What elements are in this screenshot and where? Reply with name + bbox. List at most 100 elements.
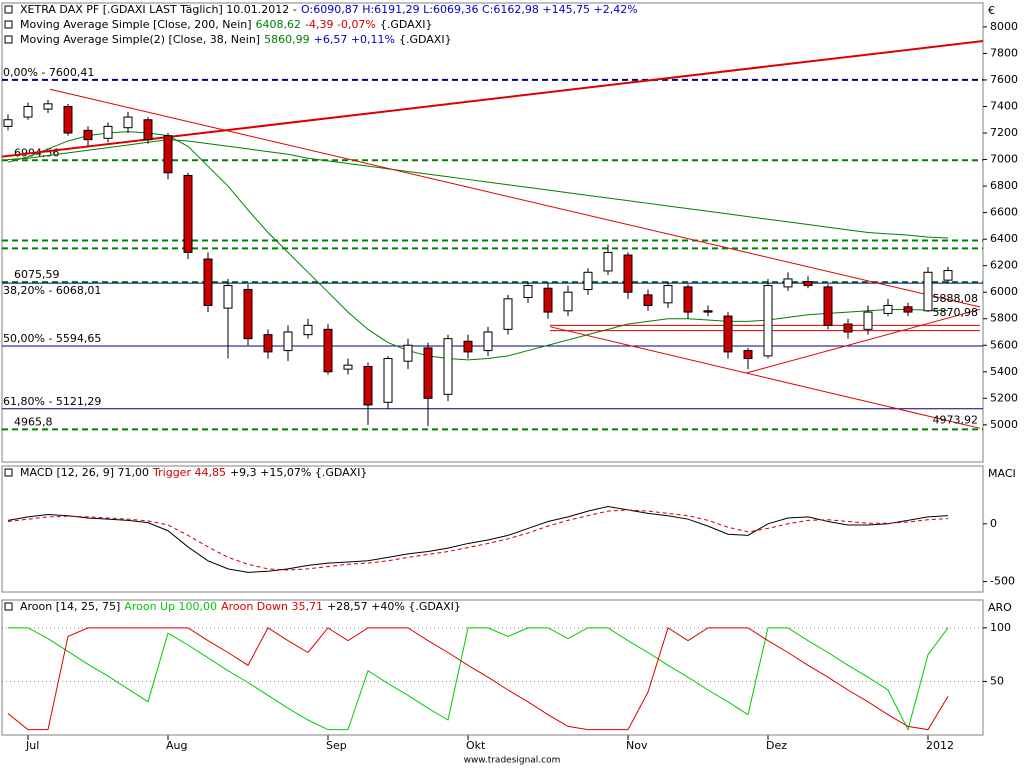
series-line [7,509,949,571]
candle-body [243,289,253,340]
axis-label: ARO [988,601,1012,614]
header-icon [4,5,13,14]
header-values: O:6090,87 H:6191,29 L:6069,36 C:6162,98 … [301,3,638,16]
y-tick-label: 5600 [990,338,1018,351]
y-tick-label: 8000 [990,20,1018,33]
candle-body [703,310,713,313]
legend-change: -4,39 -0,07% [305,18,376,31]
header: MACD [12, 26, 9] 71,00 Trigger 44,85 +9,3 … [20,466,367,479]
x-tick-label: Nov [626,739,648,752]
candle-body [903,306,913,313]
level-label: 0,00% - 7600,41 [3,66,94,79]
candle-body [383,358,393,403]
candle-body [623,254,633,293]
candle-body [923,271,933,312]
candle-body [163,135,173,174]
header: Aroon [14, 25, 75] Aroon Up 100,00 Aroon D… [20,600,461,613]
trendline-label: 5870,98 [933,306,979,319]
candle-body [823,286,833,326]
y-tick-label: 7800 [990,46,1018,59]
trendline [549,326,981,429]
level-label: 4965,8 [14,415,53,428]
candle-body [83,129,93,141]
candle-body [203,258,213,306]
candle-body [263,334,273,353]
header-suffix: +28,57 +40% {.GDAXI} [327,600,461,613]
candle-body [583,271,593,291]
candle-body [423,347,433,399]
trendline [745,308,981,374]
candle-body [783,278,793,288]
candle-body [103,125,113,139]
candle-body [3,119,13,127]
candle-body [343,364,353,370]
trendline-label: 5888,08 [933,292,979,305]
legend-suffix: {.GDAXI} [399,33,452,46]
candle-body [883,304,893,314]
candle-body [743,350,753,360]
candle-body [443,338,453,395]
legend-value: 6408,62 [256,18,302,31]
candle-body [643,294,653,306]
panel-frame [1,2,984,463]
header: Moving Average Simple(2) [Close, 38, Nei… [20,33,452,46]
x-tick-label: Okt [466,739,486,752]
legend-name: Moving Average Simple(2) [Close, 38, Nei… [20,33,260,46]
level-label: 6075,59 [14,268,60,281]
candle-body [363,365,373,406]
header-icon [4,35,13,44]
y-tick-label: 50 [990,674,1004,687]
trendline [49,88,981,308]
panel-frame [1,465,984,593]
candle-body [603,251,613,272]
candle-body [723,315,733,353]
y-tick-label: 0 [990,517,997,530]
series-line [8,627,949,732]
legend-name: Trigger 44,85 [152,466,226,479]
header-suffix: +9,3 +15,07% {.GDAXI} [230,466,367,479]
header: XETRA DAX PF [.GDAXI LAST Täglich] 10.01… [20,3,638,16]
y-tick-label: 6200 [990,259,1018,272]
y-tick-label: 7000 [990,153,1018,166]
legend-name: Moving Average Simple [Close, 200, Nein] [20,18,252,31]
candle-body [503,298,513,330]
footer: www.tradesignal.com [464,756,561,766]
y-tick-label: -500 [990,575,1015,588]
y-tick-label: 6400 [990,232,1018,245]
series-line [7,627,949,731]
panel-frame [1,599,984,736]
y-tick-label: 5400 [990,365,1018,378]
header: Moving Average Simple [Close, 200, Nein]… [20,18,433,31]
header-title: MACD [12, 26, 9] 71,00 [20,466,149,479]
candle-body [403,344,413,362]
legend-change: +6,57 +0,11% [314,33,395,46]
legend-name: Aroon Up 100,00 [124,600,217,613]
y-tick-label: 5200 [990,391,1018,404]
candle-body [463,340,473,353]
candle-body [43,103,53,110]
candle-body [483,331,493,352]
candle-body [523,285,533,299]
candle-body [843,323,853,333]
y-tick-label: 6800 [990,179,1018,192]
x-tick-label: Jul [25,739,39,752]
legend-suffix: {.GDAXI} [380,18,433,31]
candle-body [683,286,693,313]
candle-body [563,291,573,312]
candle-body [223,285,233,309]
level-label: 61,80% - 5121,29 [3,395,101,408]
candle-body [123,116,133,129]
candle-body [803,281,813,287]
y-tick-label: 7600 [990,73,1018,86]
x-tick-label: Dez [766,739,787,752]
axis-label: MACI [988,467,1016,480]
candle-body [303,324,313,336]
candle-body [283,331,293,352]
trendline-label: 4973,92 [933,413,979,426]
legend-value: 5860,99 [264,33,310,46]
candle-body [23,105,33,118]
level-label: 38,20% - 6068,01 [3,284,101,297]
